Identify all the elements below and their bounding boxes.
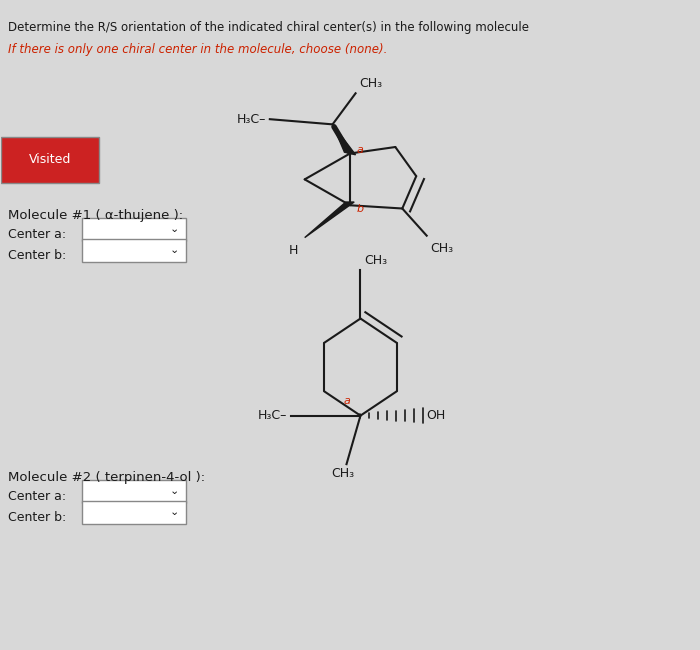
Text: Visited: Visited xyxy=(29,153,71,166)
Text: Center b:: Center b: xyxy=(8,511,66,524)
Text: a: a xyxy=(357,145,364,155)
Polygon shape xyxy=(332,124,356,155)
Text: CH₃: CH₃ xyxy=(364,254,387,266)
Polygon shape xyxy=(304,202,354,238)
Text: ⌄: ⌄ xyxy=(170,245,179,255)
Text: H: H xyxy=(288,244,298,257)
Text: If there is only one chiral center in the molecule, choose (none).: If there is only one chiral center in th… xyxy=(8,44,388,57)
Text: H₃C–: H₃C– xyxy=(237,112,266,125)
Text: Center a:: Center a: xyxy=(8,490,66,503)
Text: OH: OH xyxy=(427,409,446,422)
Text: ⌄: ⌄ xyxy=(170,224,179,234)
Text: b: b xyxy=(357,203,364,213)
FancyBboxPatch shape xyxy=(82,239,186,261)
FancyBboxPatch shape xyxy=(82,480,186,503)
Text: Center b:: Center b: xyxy=(8,249,66,262)
FancyBboxPatch shape xyxy=(1,137,99,183)
Text: ⌄: ⌄ xyxy=(170,507,179,517)
Text: CH₃: CH₃ xyxy=(359,77,382,90)
Text: Molecule #1 ( α-thujene ):: Molecule #1 ( α-thujene ): xyxy=(8,209,183,222)
FancyBboxPatch shape xyxy=(82,501,186,524)
Text: CH₃: CH₃ xyxy=(430,242,454,255)
Text: Molecule #2 ( terpinen-4-ol ):: Molecule #2 ( terpinen-4-ol ): xyxy=(8,471,206,484)
Text: Determine the R/S orientation of the indicated chiral center(s) in the following: Determine the R/S orientation of the ind… xyxy=(8,21,529,34)
Text: a: a xyxy=(343,396,350,406)
Text: Center a:: Center a: xyxy=(8,228,66,241)
FancyBboxPatch shape xyxy=(82,218,186,241)
Text: CH₃: CH₃ xyxy=(332,467,355,480)
Text: ⌄: ⌄ xyxy=(170,486,179,497)
Text: H₃C–: H₃C– xyxy=(258,409,287,422)
